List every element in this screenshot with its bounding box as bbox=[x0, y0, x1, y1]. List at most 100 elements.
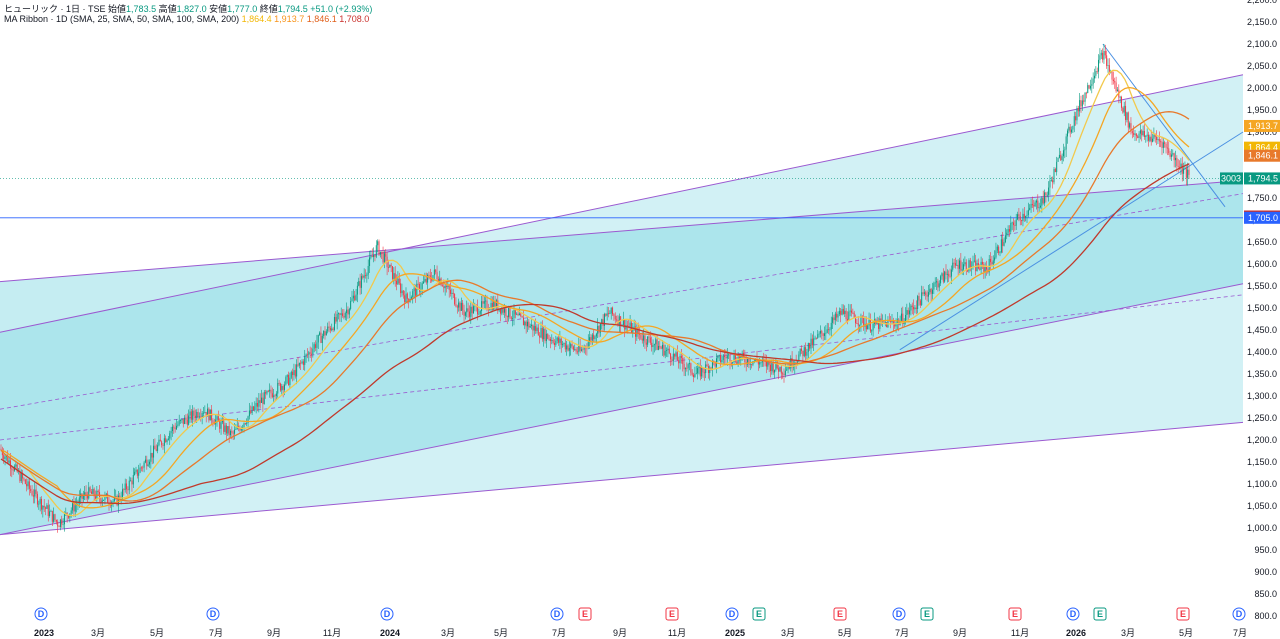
candle-body bbox=[849, 310, 851, 312]
candle-body bbox=[772, 363, 774, 373]
candle-body bbox=[254, 406, 256, 411]
candle-body bbox=[892, 321, 894, 325]
candle-body bbox=[248, 410, 250, 417]
candle-body bbox=[23, 478, 25, 480]
candle-body bbox=[339, 313, 341, 315]
candle-body bbox=[279, 383, 281, 391]
candle-body bbox=[624, 319, 626, 330]
candle-body bbox=[697, 368, 699, 374]
candle-body bbox=[662, 344, 663, 349]
candle-body bbox=[355, 294, 357, 301]
x-tick-label: 3月 bbox=[1121, 628, 1135, 638]
candle-body bbox=[559, 338, 561, 343]
candle-body bbox=[169, 433, 171, 439]
candle-body bbox=[725, 356, 727, 359]
candle-body bbox=[467, 308, 469, 312]
open-value: 1,783.5 bbox=[126, 4, 157, 14]
candle-body bbox=[1099, 55, 1101, 60]
candle-body bbox=[778, 368, 780, 372]
candle-body bbox=[439, 278, 441, 283]
candle-body bbox=[305, 354, 307, 357]
candle-body bbox=[602, 319, 604, 326]
candle-body bbox=[1169, 153, 1171, 157]
price-tag-label: 1,864.4 bbox=[1248, 143, 1278, 153]
candle-body bbox=[304, 356, 306, 365]
candle-body bbox=[459, 302, 461, 311]
candle-body bbox=[497, 300, 499, 311]
y-tick-label: 2,050.0 bbox=[1247, 61, 1277, 71]
candle-body bbox=[136, 469, 138, 476]
candle-body bbox=[1122, 107, 1124, 113]
candle-body bbox=[1165, 143, 1167, 148]
candle-body bbox=[938, 283, 940, 288]
candle-body bbox=[613, 314, 615, 316]
y-tick-label: 1,000.0 bbox=[1247, 523, 1277, 533]
x-tick-label: 7月 bbox=[895, 628, 909, 638]
candle-body bbox=[456, 306, 458, 308]
y-tick-label: 1,500.0 bbox=[1247, 303, 1277, 313]
candle-body bbox=[24, 479, 26, 484]
candle-body bbox=[512, 317, 514, 319]
candle-body bbox=[998, 246, 1000, 254]
candle-body bbox=[290, 371, 292, 378]
candle-body bbox=[30, 488, 32, 492]
low-label: 安値 bbox=[209, 4, 228, 14]
candle-body bbox=[481, 301, 483, 312]
candle-body bbox=[711, 360, 713, 370]
candle-body bbox=[821, 330, 823, 334]
candle-body bbox=[265, 392, 267, 394]
candle-body bbox=[1116, 89, 1118, 92]
high-label: 高値 bbox=[158, 4, 177, 14]
candle-body bbox=[748, 358, 750, 365]
candle-body bbox=[965, 262, 967, 271]
inner-lower-line bbox=[0, 283, 1244, 536]
candle-body bbox=[828, 329, 830, 331]
candle-body bbox=[281, 386, 283, 391]
candle-body bbox=[375, 245, 377, 257]
candle-body bbox=[1069, 126, 1071, 133]
candle-body bbox=[905, 314, 906, 323]
candle-body bbox=[686, 368, 688, 369]
candle-body bbox=[166, 439, 168, 443]
candle-body bbox=[1014, 225, 1016, 226]
candle-body bbox=[1052, 180, 1054, 183]
candle-body bbox=[851, 310, 852, 313]
candle-body bbox=[1095, 71, 1097, 76]
candle-body bbox=[455, 304, 457, 307]
candle-body bbox=[117, 495, 119, 506]
candle-body bbox=[150, 452, 152, 462]
candle-body bbox=[495, 300, 497, 308]
candle-body bbox=[846, 318, 848, 321]
candle-body bbox=[539, 335, 541, 338]
candle-body bbox=[543, 328, 545, 340]
candle-body bbox=[637, 328, 639, 334]
candle-body bbox=[734, 355, 736, 362]
candle-body bbox=[296, 364, 298, 377]
candle-body bbox=[1000, 239, 1002, 253]
candle-body bbox=[134, 471, 136, 476]
candle-body bbox=[1187, 169, 1189, 178]
candle-body bbox=[342, 313, 344, 316]
candle-body bbox=[540, 328, 542, 338]
price-tag bbox=[1244, 119, 1280, 132]
candle-body bbox=[320, 332, 322, 343]
candle-body bbox=[36, 493, 38, 505]
candle-body bbox=[979, 268, 981, 270]
candle-body bbox=[1065, 136, 1067, 150]
candle-body bbox=[992, 260, 994, 265]
event-marker-label: E bbox=[1012, 609, 1018, 619]
y-tick-label: 1,300.0 bbox=[1247, 391, 1277, 401]
candle-body bbox=[1033, 205, 1035, 207]
candle-body bbox=[489, 309, 491, 311]
candle-body bbox=[464, 312, 466, 316]
candle-body bbox=[421, 283, 423, 289]
candle-body bbox=[192, 410, 194, 420]
candle-body bbox=[671, 359, 673, 362]
candle-body bbox=[779, 366, 781, 372]
candle-body bbox=[910, 305, 912, 311]
candle-body bbox=[267, 390, 269, 392]
candle-body bbox=[448, 285, 450, 290]
candle-body bbox=[629, 322, 631, 327]
